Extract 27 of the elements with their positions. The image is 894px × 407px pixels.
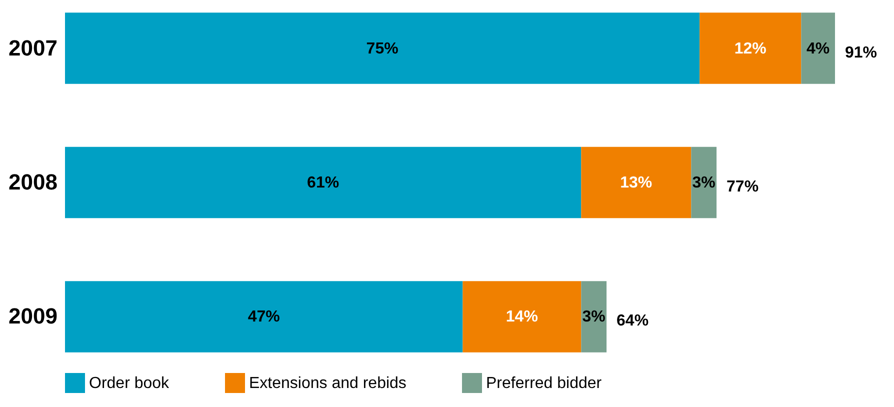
- total-label: 91%: [845, 44, 878, 62]
- data-label: 4%: [806, 40, 830, 58]
- y-tick-label: 2007: [8, 35, 58, 60]
- bar: [700, 12, 802, 84]
- y-tick-label: 2009: [8, 304, 58, 329]
- bar: [691, 146, 717, 218]
- data-label: 13%: [620, 174, 652, 192]
- total-label: 64%: [616, 312, 649, 330]
- bar: [581, 146, 692, 218]
- bar: [462, 281, 582, 352]
- bar: [65, 12, 700, 84]
- legend-label: Preferred bidder: [486, 375, 602, 392]
- bar: [581, 281, 607, 352]
- data-label: 3%: [692, 174, 716, 192]
- data-label: 12%: [734, 40, 766, 58]
- bar: [65, 281, 463, 352]
- total-label: 77%: [726, 178, 759, 196]
- y-tick-label: 2008: [8, 170, 58, 194]
- data-label: 75%: [366, 40, 398, 58]
- bar: [801, 12, 835, 84]
- legend-label: Order book: [89, 375, 170, 392]
- data-label: 3%: [582, 308, 606, 326]
- data-label: 47%: [248, 308, 280, 326]
- data-label: 61%: [307, 174, 340, 192]
- data-label: 14%: [506, 308, 538, 326]
- legend-label: Extensions and rebids: [249, 375, 406, 392]
- bar: [65, 146, 582, 218]
